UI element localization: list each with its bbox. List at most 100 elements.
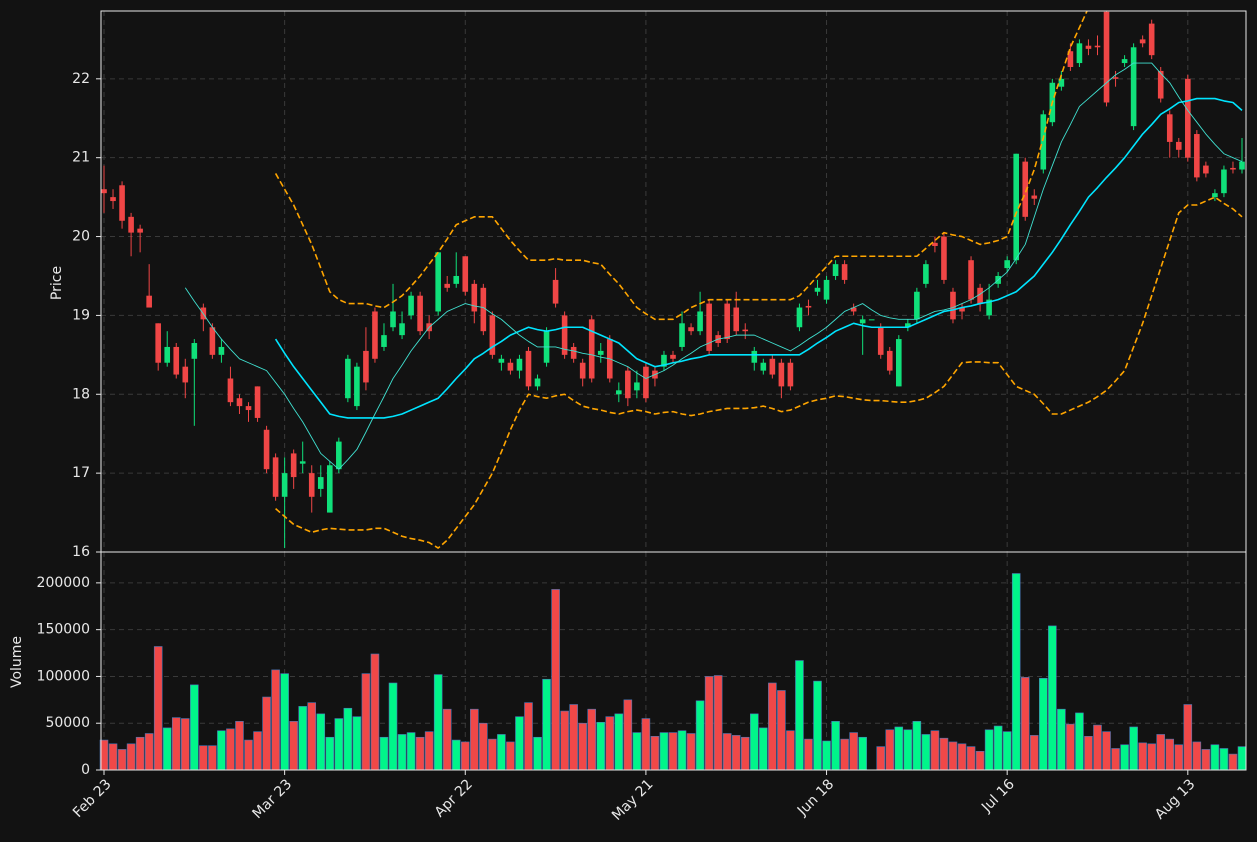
volume-bar [1192, 741, 1202, 771]
volume-bar [199, 745, 208, 771]
volume-bar [1228, 753, 1238, 771]
volume-bar [325, 736, 335, 771]
volume-bar [713, 675, 723, 771]
volume-bar [777, 690, 786, 771]
candle-body [688, 327, 694, 332]
volume-bar [262, 696, 271, 771]
candle-body [1166, 114, 1173, 142]
candle-body [462, 256, 469, 292]
volume-bar [108, 743, 118, 771]
volume-bar [1183, 704, 1193, 771]
volume-bar [162, 727, 172, 771]
candle-body [1076, 43, 1083, 64]
volume-bar [181, 718, 190, 771]
candle-body [507, 362, 514, 371]
candle-body [1040, 114, 1047, 170]
candle-body [209, 327, 216, 355]
volume-bar [686, 733, 696, 771]
candle-body [1230, 167, 1236, 170]
candle-body [372, 311, 378, 359]
volume-bar [1011, 573, 1021, 771]
candle-body [326, 465, 333, 513]
candle-body [769, 358, 776, 375]
candle-body [1031, 195, 1038, 199]
candle-body [697, 311, 703, 332]
candle-body [128, 216, 134, 233]
candle-body [661, 354, 667, 367]
volume-bar [903, 729, 913, 771]
candle-body [444, 283, 451, 288]
volume-bar [433, 674, 443, 771]
volume-bar [984, 729, 994, 771]
volume-bar [235, 721, 244, 771]
volume-bar [1048, 625, 1057, 771]
candle-body [110, 197, 116, 202]
volume-bar [289, 721, 298, 771]
volume-bar [768, 682, 777, 771]
candle-body [877, 327, 884, 355]
candle-body [1139, 39, 1146, 44]
candle-body [679, 323, 685, 347]
series-line [184, 62, 1243, 470]
candle-body [182, 366, 189, 383]
candle-body [905, 323, 911, 328]
candle-body [1185, 78, 1191, 158]
candle-body [254, 386, 261, 418]
candle-body [363, 350, 369, 383]
volume-bar [560, 710, 569, 771]
candle-body [1013, 153, 1020, 261]
candle-body [1121, 59, 1128, 64]
series-line [274, 97, 1243, 419]
candle-body [733, 307, 740, 332]
y-tick-label: 150000 [37, 622, 90, 638]
candle-body [670, 354, 676, 359]
candle-body [1022, 161, 1029, 217]
candle-body [616, 390, 622, 395]
volume-bar [876, 746, 886, 771]
volume-bar [840, 738, 849, 771]
volume-bar [1120, 744, 1129, 771]
candle-body [625, 370, 631, 399]
y-tick-label: 200000 [37, 575, 90, 591]
volume-bar [813, 680, 822, 771]
volume-bar [244, 739, 253, 771]
candle-body [886, 350, 893, 371]
volume-bar [1174, 744, 1184, 771]
candle-body [336, 441, 342, 470]
volume-bar [795, 660, 804, 771]
candle-body [308, 473, 315, 497]
candle-body [417, 295, 423, 332]
candle-body [1058, 78, 1065, 87]
volume-bar [497, 734, 506, 771]
candle-body [832, 264, 839, 276]
candle-body [742, 329, 749, 332]
candle-body [218, 346, 225, 355]
volume-bar [596, 721, 606, 771]
candle-body [950, 291, 956, 320]
candle-body [119, 185, 125, 221]
volume-bar [506, 741, 515, 771]
y-axis-label: Price [49, 266, 65, 300]
y-tick-label: 0 [81, 762, 90, 778]
volume-bar [623, 699, 633, 771]
candle-body [236, 398, 243, 407]
candle-body [1112, 77, 1119, 79]
volume-bar [677, 730, 687, 771]
volume-bar [695, 700, 705, 771]
panel-frame [100, 551, 1247, 771]
volume-bar [542, 678, 551, 771]
volume-bar [786, 730, 795, 771]
candle-body [561, 315, 568, 355]
volume-bar [921, 734, 931, 771]
candle-body [1212, 193, 1218, 198]
candle-body [435, 252, 441, 312]
candle-body [841, 264, 848, 280]
series-line [275, 196, 1243, 549]
candle-body [760, 362, 767, 371]
candle-body [101, 189, 107, 194]
candle-body [850, 307, 857, 312]
volume-bar [1039, 678, 1048, 771]
volume-bar [379, 736, 389, 771]
candle-body [643, 366, 649, 399]
volume-bar [117, 749, 127, 771]
